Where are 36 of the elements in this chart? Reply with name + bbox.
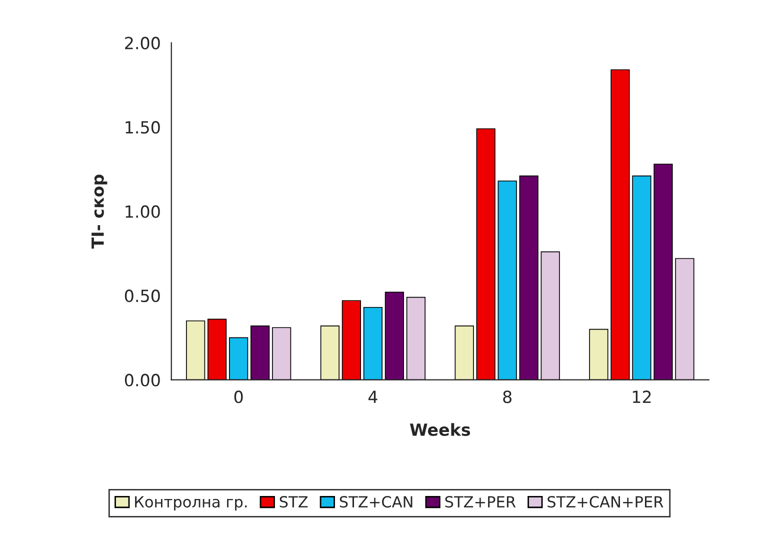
bar [454,326,474,380]
legend-label: STZ+PER [445,496,516,508]
bar [406,296,426,380]
y-tick-label: 2.00 [125,36,160,50]
bar [675,258,694,380]
y-tick-label: 0.00 [124,374,160,386]
bar [208,318,227,380]
y-tick-label: 0.50 [124,290,160,302]
bar [272,327,292,380]
bar [320,326,340,380]
x-tick-label: 12 [632,390,651,403]
x-tick-label: 0 [234,390,243,404]
x-tick-label: 8 [503,390,512,404]
legend-label: Контролна гр. [135,496,247,511]
bar [186,320,206,380]
bar [610,69,630,380]
x-axis-title: Weeks [410,423,470,436]
bar [342,300,362,380]
x-tick-label: 4 [368,390,378,403]
y-axis-title: TI- скор [92,174,108,249]
bar [654,164,673,380]
bar [498,180,517,380]
legend-label: STZ+CAN [340,496,412,508]
bar [476,128,496,380]
bar [384,292,404,380]
bar [229,337,248,380]
bar [363,306,383,380]
legend-label: STZ+CAN+PER [548,496,664,508]
y-tick-label: 1.50 [126,121,160,134]
bar [589,328,608,380]
bar [632,176,652,380]
y-tick-label: 1.00 [126,205,160,218]
bar [519,176,538,380]
bar [540,251,560,380]
bar [250,326,270,380]
legend-label: STZ [280,496,308,508]
